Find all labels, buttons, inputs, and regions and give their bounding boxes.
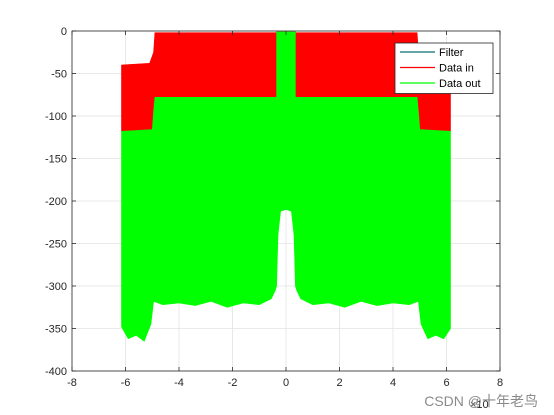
legend-label: Data out	[439, 78, 481, 90]
y-tick-label: -350	[45, 324, 67, 336]
y-tick-label: -100	[45, 111, 67, 123]
series-data-out-band	[121, 31, 451, 342]
y-tick-label: -250	[45, 239, 67, 251]
x-tick-label: -4	[174, 377, 184, 389]
x-tick-label: -6	[121, 377, 131, 389]
x-tick-label: 8	[497, 377, 503, 389]
y-tick-label: -200	[45, 196, 67, 208]
x-tick-label: -8	[67, 377, 77, 389]
x-tick-label: 4	[390, 377, 396, 389]
x-tick-labels: -8 -6 -4 -2 0 2 4 6 8	[67, 377, 503, 389]
y-tick-label: 0	[61, 26, 67, 38]
x-tick-label: 2	[336, 377, 342, 389]
tick-marks	[71, 30, 501, 372]
watermark: CSDN @十年老鸟	[424, 393, 538, 409]
legend: Filter Data in Data out	[394, 42, 494, 94]
x-tick-label: 6	[443, 377, 449, 389]
y-tick-labels: 0 -50 -100 -150 -200 -250 -300 -350 -400	[45, 26, 67, 378]
y-tick-label: -50	[51, 69, 67, 81]
x-tick-label: -2	[228, 377, 238, 389]
y-tick-label: -300	[45, 281, 67, 293]
series-layer	[121, 31, 451, 342]
y-tick-label: -150	[45, 154, 67, 166]
legend-label: Filter	[439, 47, 464, 59]
x-exponent-label: ×10	[470, 399, 489, 411]
y-tick-label: -400	[45, 366, 67, 378]
legend-label: Data in	[439, 63, 474, 75]
x-tick-label: 0	[283, 377, 289, 389]
